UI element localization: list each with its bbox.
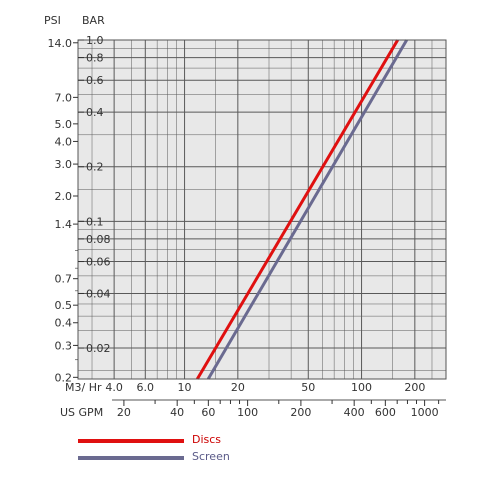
plot-area <box>78 40 446 379</box>
usgpm-tick-label-40: 40 <box>170 406 184 419</box>
bar-tick-label-0-4: 0.4 <box>86 106 104 119</box>
m3hr-tick-label-20: 20 <box>231 381 245 394</box>
series-line-discs <box>196 39 399 380</box>
legend-label-screen: Screen <box>192 450 230 463</box>
m3hr-tick-label-50: 50 <box>301 381 315 394</box>
bar-tick-label-0-06: 0.06 <box>86 256 111 269</box>
bar-ticks: 1.0 0.8 0.6 0.4 0.2 0.1 0.08 0.06 0.04 0.02 <box>78 34 111 355</box>
m3hr-tick-label-6: 6.0 <box>137 381 155 394</box>
bar-axis-title: BAR <box>82 14 105 27</box>
psi-tick-label-2: 2.0 <box>55 190 73 203</box>
psi-tick-label-0-2: 0.2 <box>55 371 73 384</box>
m3hr-tick-label-4: 4.0 <box>105 381 123 394</box>
psi-tick-label-0-5: 0.5 <box>55 299 73 312</box>
bar-tick-label-0-02: 0.02 <box>86 342 111 355</box>
m3hr-ticks: 4.0 6.0 10 20 50 100 200 <box>105 381 425 394</box>
plot-frame <box>77 39 447 380</box>
usgpm-tick-label-400: 400 <box>344 406 365 419</box>
psi-tick-label-0-3: 0.3 <box>55 339 73 352</box>
usgpm-tick-label-200: 200 <box>290 406 311 419</box>
m3hr-tick-label-100: 100 <box>351 381 372 394</box>
psi-axis-title: PSI <box>44 14 61 27</box>
usgpm-tick-label-600: 600 <box>375 406 396 419</box>
series-lines <box>196 39 408 380</box>
psi-tick-label-7: 7.0 <box>55 91 73 104</box>
usgpm-tick-label-20: 20 <box>117 406 131 419</box>
bar-tick-label-0-04: 0.04 <box>86 287 111 300</box>
usgpm-axis-title: US GPM <box>60 406 103 419</box>
psi-tick-label-0-7: 0.7 <box>55 273 73 286</box>
psi-tick-label-0-4: 0.4 <box>55 317 73 330</box>
legend-swatch-screen <box>78 456 184 460</box>
legend-label-discs: Discs <box>192 433 222 446</box>
bar-tick-label-0-6: 0.6 <box>86 74 104 87</box>
m3hr-axis-title: M3/ Hr <box>65 381 102 394</box>
m3hr-tick-label-200: 200 <box>404 381 425 394</box>
bar-tick-label-0-1: 0.1 <box>86 215 104 228</box>
bar-tick-label-1: 1.0 <box>86 34 104 47</box>
psi-tick-label-4: 4.0 <box>55 135 73 148</box>
usgpm-tick-label-1000: 1000 <box>411 406 439 419</box>
bar-tick-label-0-08: 0.08 <box>86 233 111 246</box>
bar-tick-label-0-2: 0.2 <box>86 161 104 174</box>
series-line-screen <box>206 39 408 380</box>
usgpm-ticks: 20 40 60 100 200 400 600 1000 <box>117 400 440 419</box>
usgpm-tick-label-100: 100 <box>237 406 258 419</box>
grid-lines <box>78 39 446 379</box>
psi-tick-label-1-4: 1.4 <box>55 218 73 231</box>
legend-swatch-discs <box>78 439 184 443</box>
psi-tick-label-3: 3.0 <box>55 158 73 171</box>
psi-tick-label-5: 5.0 <box>55 118 73 131</box>
usgpm-tick-label-60: 60 <box>201 406 215 419</box>
m3hr-tick-label-10: 10 <box>178 381 192 394</box>
psi-tick-label-14: 14.0 <box>48 37 73 50</box>
psi-ticks: 14.0 7.0 5.0 4.0 3.0 2.0 1.4 0.7 0.5 0.4 0.3 0.2 <box>48 37 78 384</box>
bar-tick-label-0-8: 0.8 <box>86 52 104 65</box>
